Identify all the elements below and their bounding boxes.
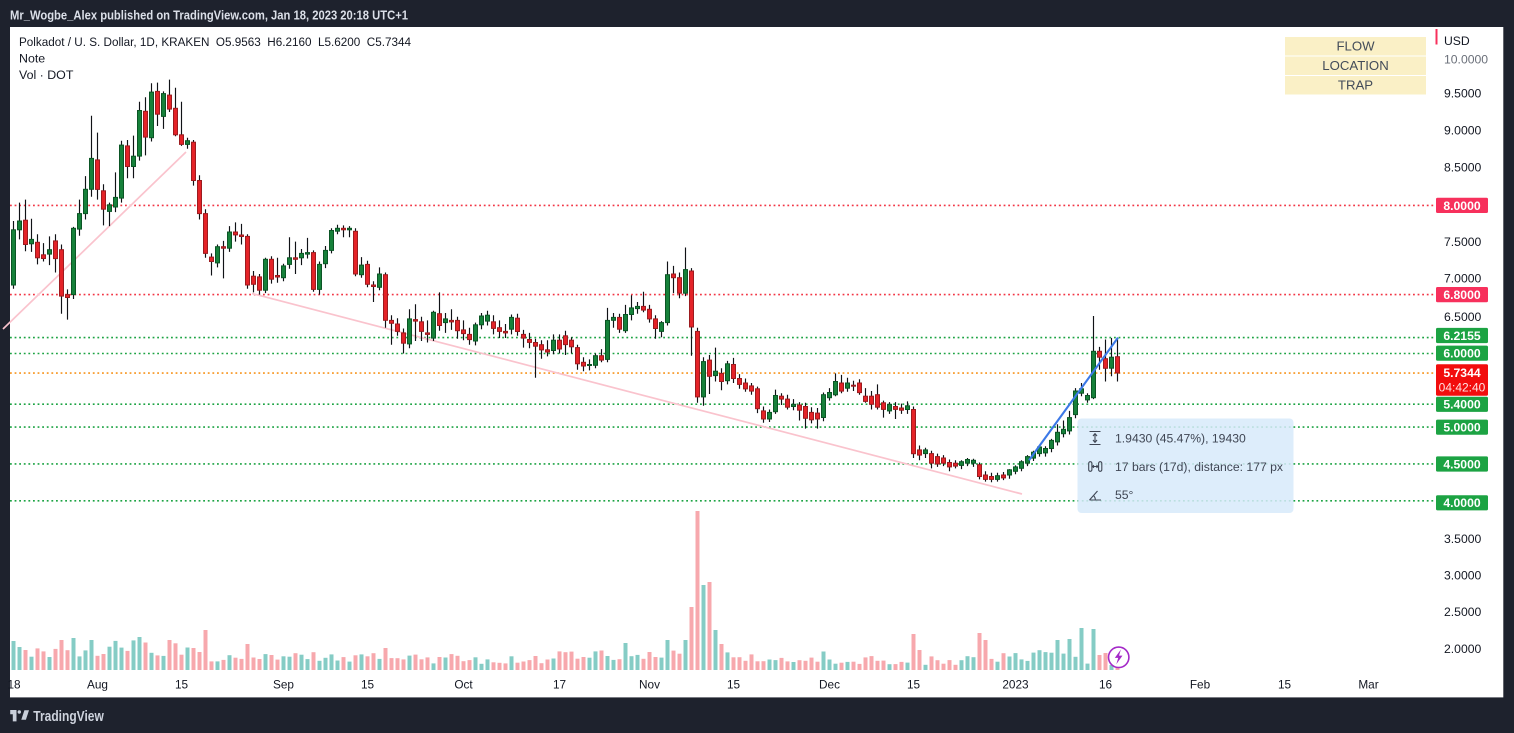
svg-text:Note: Note xyxy=(19,52,45,66)
svg-text:6.2155: 6.2155 xyxy=(1443,329,1480,343)
svg-text:10.0000: 10.0000 xyxy=(1444,52,1488,66)
svg-text:15: 15 xyxy=(361,678,375,692)
svg-text:8.5000: 8.5000 xyxy=(1444,160,1481,174)
svg-text:7.0000: 7.0000 xyxy=(1444,271,1481,285)
svg-text:4.0000: 4.0000 xyxy=(1443,496,1480,510)
svg-text:Aug: Aug xyxy=(87,678,108,692)
svg-text:USD: USD xyxy=(1444,34,1470,48)
svg-text:Oct: Oct xyxy=(454,678,473,692)
svg-text:Mar: Mar xyxy=(1358,678,1378,692)
svg-text:Mr_Wogbe_Alex published on Tra: Mr_Wogbe_Alex published on TradingView.c… xyxy=(10,9,408,23)
svg-text:04:42:40: 04:42:40 xyxy=(1439,381,1486,395)
svg-text:LOCATION: LOCATION xyxy=(1322,58,1388,73)
svg-text:4.5000: 4.5000 xyxy=(1443,457,1480,471)
svg-text:6.8000: 6.8000 xyxy=(1443,288,1480,302)
svg-text:5.7344: 5.7344 xyxy=(1443,366,1480,380)
svg-text:3.0000: 3.0000 xyxy=(1444,568,1481,582)
svg-text:1.9430 (45.47%), 19430: 1.9430 (45.47%), 19430 xyxy=(1115,431,1246,445)
svg-text:9.0000: 9.0000 xyxy=(1444,123,1481,137)
svg-text:6.5000: 6.5000 xyxy=(1444,310,1481,324)
svg-text:Dec: Dec xyxy=(819,678,840,692)
svg-text:TRAP: TRAP xyxy=(1338,78,1373,93)
svg-text:17: 17 xyxy=(553,678,566,692)
svg-text:2023: 2023 xyxy=(1002,678,1029,692)
svg-text:Polkadot / U. S. Dollar, 1D, K: Polkadot / U. S. Dollar, 1D, KRAKEN O5.9… xyxy=(19,35,411,49)
svg-text:3.5000: 3.5000 xyxy=(1444,532,1481,546)
svg-text:16: 16 xyxy=(1099,678,1113,692)
svg-text:6.0000: 6.0000 xyxy=(1443,347,1480,361)
svg-text:FLOW: FLOW xyxy=(1336,39,1375,54)
svg-text:Feb: Feb xyxy=(1190,678,1211,692)
svg-text:15: 15 xyxy=(1278,678,1292,692)
svg-text:2.5000: 2.5000 xyxy=(1444,605,1481,619)
svg-text:TradingView: TradingView xyxy=(33,709,104,725)
svg-text:Sep: Sep xyxy=(273,678,294,692)
svg-text:15: 15 xyxy=(175,678,189,692)
svg-text:18: 18 xyxy=(7,678,21,692)
svg-text:5.0000: 5.0000 xyxy=(1443,421,1480,435)
svg-text:5.4000: 5.4000 xyxy=(1443,398,1480,412)
svg-text:55°: 55° xyxy=(1115,488,1134,502)
svg-text:9.5000: 9.5000 xyxy=(1444,86,1481,100)
svg-text:15: 15 xyxy=(907,678,921,692)
svg-text:Vol · DOT: Vol · DOT xyxy=(19,68,74,82)
svg-text:15: 15 xyxy=(727,678,741,692)
svg-text:17 bars (17d), distance: 177 p: 17 bars (17d), distance: 177 px xyxy=(1115,460,1283,474)
svg-text:Nov: Nov xyxy=(639,678,660,692)
svg-text:2.0000: 2.0000 xyxy=(1444,642,1481,656)
svg-text:8.0000: 8.0000 xyxy=(1443,199,1480,213)
svg-text:7.5000: 7.5000 xyxy=(1444,235,1481,249)
